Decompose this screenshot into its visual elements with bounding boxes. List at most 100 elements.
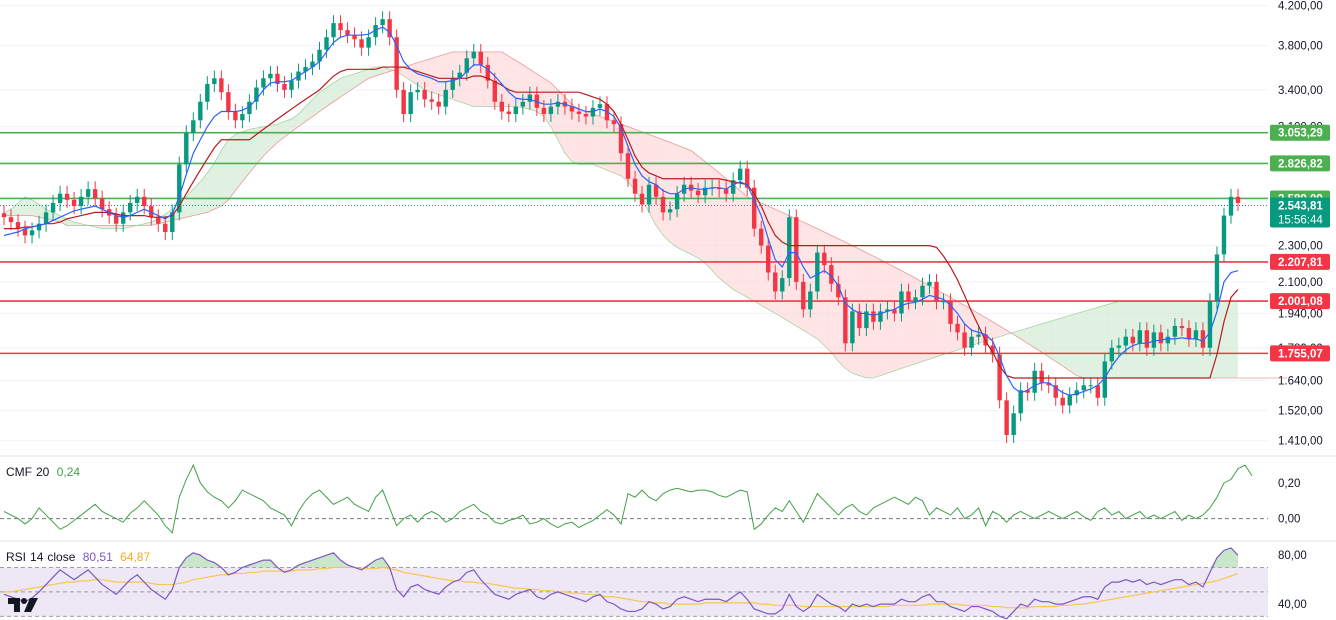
cloud-segment [670,142,678,248]
candle-body [590,107,596,117]
candle-body [457,72,462,79]
cloud-segment [564,96,572,162]
cloud-segment [705,161,713,271]
candle-body [36,223,42,231]
candle-body [892,309,897,314]
candle-body [541,107,547,115]
cloud-segment [256,126,264,165]
candle-body [464,58,469,73]
rsi-length: 14 [30,550,44,564]
level-price-badge [1270,155,1330,172]
candle-body [506,111,512,115]
cloud-segment [270,124,278,150]
cloud-segment [803,222,811,335]
candle-body [50,202,56,213]
cloud-segment [543,78,551,127]
candle-body [646,184,652,205]
candle-body [1151,332,1157,348]
tradingview-logo[interactable] [8,596,40,614]
cloud-segment [936,289,944,357]
candle-body [191,120,196,134]
candle-body [450,78,455,90]
candle-body [864,311,869,329]
cloud-segment [200,172,208,214]
cloud-segment [431,56,439,95]
candle-body [1081,385,1086,391]
candle-body [352,35,357,40]
cmf-name: CMF [6,465,32,479]
candle-body [1144,330,1150,348]
candle-body [212,78,217,85]
cloud-segment [649,134,657,226]
candle-body [436,101,441,107]
candle-body [1067,395,1072,406]
candle-body [667,209,673,213]
candle-body [373,25,378,38]
candle-body [773,272,778,292]
candle-body [1207,301,1213,348]
rsi-ma-line [4,566,1239,609]
candle-body [177,164,182,213]
candle-body [303,67,308,72]
cloud-segment [691,150,699,258]
candle-body [632,178,638,194]
level-price-badge [1270,293,1330,310]
cloud-segment [1230,301,1238,378]
candle-body [1130,336,1136,344]
candle-body [976,334,981,337]
candle-body [22,228,28,236]
candle-body [113,215,119,224]
cloud-segment [326,82,334,107]
cloud-segment [186,189,194,218]
candle-body [1165,336,1171,344]
candle-body [226,92,231,112]
candle-body [289,80,294,90]
candle-body [1214,254,1220,302]
cloud-segment [298,106,306,127]
candle-body [555,101,561,107]
candle-body [920,285,925,298]
cloud-segment [740,190,748,298]
cloud-segment [873,256,881,378]
cloud-segment [95,225,103,229]
candle-body [85,189,91,197]
candle-body [639,193,645,205]
candle-body [275,73,280,85]
cloud-segment [712,167,720,279]
candle-body [878,311,883,322]
candle-body [471,51,476,59]
candle-body [1046,382,1051,386]
cloud-segment [719,172,727,284]
candle-body [1011,413,1016,435]
cloud-segment [1062,315,1070,371]
cloud-segment [1055,317,1063,367]
candle-body [429,99,434,102]
candle-body [611,120,617,125]
candle-body [576,111,582,115]
cloud-segment [508,56,516,107]
cloud-segment [1118,301,1126,378]
tenkan-sen-line [3,26,1239,396]
candle-body [723,189,729,194]
cloud-segment [32,199,40,218]
rsi-line [3,547,1239,620]
cloud-segment [410,62,418,86]
candle-body [794,217,799,282]
level-price-label: 2.826,82 [1278,158,1323,170]
candle-body [1137,330,1143,344]
candle-body [885,309,890,312]
price-tick-label: 3.800,00 [1278,41,1323,53]
candle-body [660,196,666,213]
candle-body [57,193,63,203]
level-price-label: 1.755,07 [1278,348,1323,360]
cloud-segment [1223,301,1231,378]
candle-body [163,223,168,232]
candle-body [653,184,659,197]
candle-body [695,190,701,196]
candle-body [499,101,505,112]
cloud-segment [74,222,82,226]
candle-body [282,84,287,90]
cloud-segment [123,225,131,229]
candle-body [247,101,252,115]
